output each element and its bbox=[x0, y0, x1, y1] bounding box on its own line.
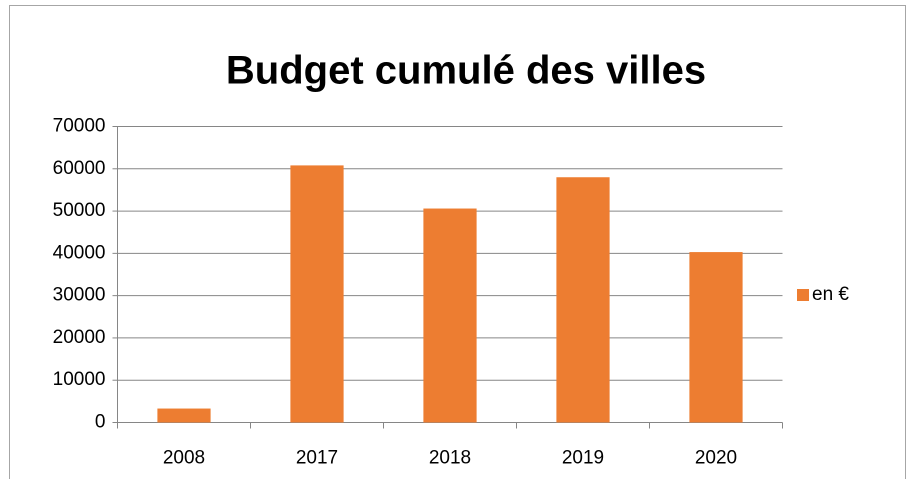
bar bbox=[157, 408, 211, 423]
y-tick-label: 50000 bbox=[53, 200, 106, 221]
y-tick-label: 10000 bbox=[53, 369, 106, 390]
y-tick-label: 70000 bbox=[53, 116, 106, 137]
chart-title: Budget cumulé des villes bbox=[226, 49, 706, 93]
y-tick-label: 20000 bbox=[53, 327, 106, 348]
x-tick-label: 2019 bbox=[562, 448, 604, 469]
x-tick-label: 2018 bbox=[429, 448, 471, 469]
y-tick-label: 40000 bbox=[53, 242, 106, 263]
y-tick-label: 0 bbox=[95, 412, 106, 433]
bar bbox=[290, 165, 344, 423]
x-tick-label: 2017 bbox=[296, 448, 338, 469]
y-tick-label: 60000 bbox=[53, 158, 106, 179]
legend-swatch bbox=[797, 289, 809, 301]
bar bbox=[689, 252, 743, 423]
legend-label: en € bbox=[812, 284, 849, 305]
bar bbox=[423, 208, 477, 423]
y-tick-label: 30000 bbox=[53, 285, 106, 306]
x-tick-label: 2008 bbox=[163, 448, 205, 469]
x-tick-label: 2020 bbox=[695, 448, 737, 469]
bar bbox=[556, 177, 610, 423]
